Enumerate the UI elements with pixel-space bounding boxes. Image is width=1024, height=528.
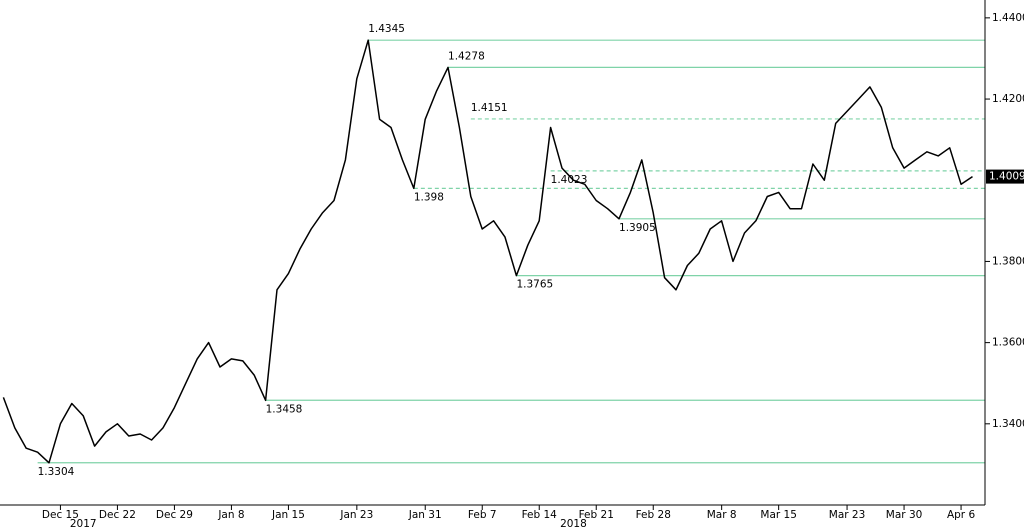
level-label: 1.3458 xyxy=(266,403,303,415)
level-label: 1.3304 xyxy=(38,466,75,478)
x-tick-label: Mar 8 xyxy=(707,509,737,521)
x-tick-label: Apr 6 xyxy=(947,509,976,521)
y-tick-label: 1.4400 xyxy=(992,12,1024,24)
x-tick-label: Dec 15 xyxy=(42,509,79,521)
year-label: 2018 xyxy=(560,518,587,528)
level-label: 1.3905 xyxy=(619,222,656,234)
level-label: 1.4023 xyxy=(551,174,588,186)
level-label: 1.3765 xyxy=(516,279,553,291)
x-tick-label: Feb 21 xyxy=(579,509,614,521)
x-tick-label: Mar 23 xyxy=(829,509,866,521)
x-tick-label: Jan 8 xyxy=(217,509,244,521)
last-price-tag xyxy=(986,169,1024,184)
level-label: 1.4278 xyxy=(448,50,485,62)
y-tick-label: 1.3400 xyxy=(992,418,1024,430)
year-label: 2017 xyxy=(70,518,97,528)
x-tick-label: Feb 14 xyxy=(522,509,558,521)
x-tick-label: Feb 28 xyxy=(636,509,671,521)
x-tick-label: Jan 31 xyxy=(408,509,442,521)
x-tick-label: Dec 29 xyxy=(156,509,193,521)
y-tick-label: 1.3800 xyxy=(992,255,1024,267)
level-label: 1.398 xyxy=(414,191,444,203)
price-line xyxy=(2,39,973,464)
x-tick-label: Mar 30 xyxy=(886,509,923,521)
y-tick-label: 1.4200 xyxy=(992,93,1024,105)
x-tick-label: Jan 15 xyxy=(271,509,305,521)
level-label: 1.4345 xyxy=(368,23,405,35)
last-price-label: 1.4009 xyxy=(989,171,1024,183)
x-tick-label: Jan 23 xyxy=(339,509,373,521)
level-label: 1.4151 xyxy=(471,102,508,114)
x-tick-label: Mar 15 xyxy=(760,509,797,521)
y-tick-label: 1.3600 xyxy=(992,337,1024,349)
x-tick-label: Dec 22 xyxy=(99,509,136,521)
x-tick-label: Feb 7 xyxy=(468,509,497,521)
